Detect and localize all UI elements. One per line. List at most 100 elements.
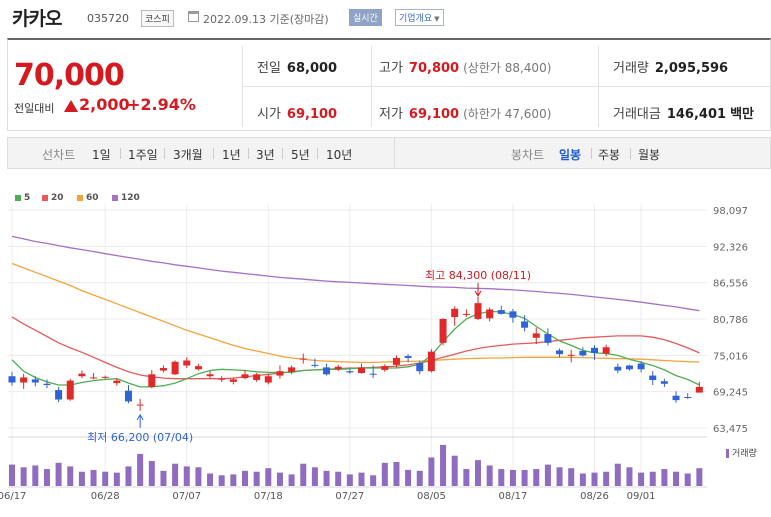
volume-bar: [405, 469, 412, 486]
candle: [299, 353, 307, 364]
candle-body: [8, 376, 16, 383]
candle: [637, 361, 645, 373]
candle-body: [183, 360, 191, 366]
candle: [171, 360, 179, 375]
x-tick-label: 08/05: [417, 491, 446, 502]
change-percent: +2.94%: [127, 95, 196, 114]
ma60-line: [11, 262, 700, 364]
divider: [242, 46, 243, 127]
volume-bar: [661, 469, 668, 486]
calendar-icon: [188, 11, 199, 22]
volume-bar: [626, 467, 633, 486]
high-annotation: 최고 84,300 (08/11): [425, 269, 531, 282]
candle: [672, 391, 680, 403]
candle: [20, 373, 28, 389]
candle: [579, 347, 587, 357]
candle-chart[interactable]: 98,097 92,326 86,556 80,786 75,016 69,245 63,4…: [0, 195, 771, 517]
legend-ma120: 120: [112, 193, 140, 203]
legend-swatch: [726, 449, 729, 458]
y-tick-label: 98,097: [713, 206, 748, 217]
company-overview-dropdown[interactable]: 기업개요 ▼: [395, 9, 444, 26]
candle-body: [521, 321, 529, 328]
open-label: 시가: [257, 107, 281, 122]
legend-ma20: 20: [42, 193, 64, 203]
tab-monthly[interactable]: 월봉: [638, 148, 661, 162]
lower-limit: (하한가 47,600): [463, 107, 552, 121]
y-tick-label: 80,786: [713, 315, 748, 326]
candle-body: [136, 404, 144, 406]
tab-weekly[interactable]: 주봉: [598, 148, 621, 162]
trade-amount: 거래대금 146,401 백만: [613, 103, 754, 122]
volume-bar: [486, 465, 493, 486]
market-badge: 코스피: [141, 10, 174, 27]
change-label: 전일대비: [14, 102, 55, 115]
legend-swatch: [42, 194, 48, 201]
candle-body: [159, 368, 167, 371]
volume-bar: [544, 464, 551, 486]
volume-bar: [696, 468, 703, 486]
candle-body: [567, 354, 575, 356]
volume-value: 2,095,596: [654, 61, 729, 76]
tab-daily[interactable]: 일봉: [559, 148, 582, 162]
tab-divider: [630, 148, 631, 159]
candle: [43, 379, 51, 389]
candle-body: [206, 374, 214, 377]
up-triangle-icon: [64, 100, 78, 112]
volume-bar: [346, 474, 353, 486]
tab-1w[interactable]: 1주일: [128, 148, 158, 162]
legend-swatch: [112, 194, 118, 201]
volume-bar: [579, 473, 586, 486]
candle-body: [369, 373, 377, 375]
candle: [276, 365, 284, 379]
candle: [556, 348, 564, 358]
y-tick-label: 69,245: [713, 388, 748, 399]
caret-down-icon: ▼: [434, 15, 440, 23]
candle-body: [637, 363, 645, 370]
candle-body: [474, 303, 482, 319]
candle-body: [486, 309, 494, 319]
candle: [194, 363, 202, 371]
volume-bar: [370, 475, 377, 486]
volume-bar: [323, 470, 330, 486]
candle: [253, 373, 261, 382]
y-tick-label: 63,475: [713, 424, 748, 435]
candle: [311, 358, 319, 368]
upper-limit: (상한가 88,400): [463, 61, 552, 75]
realtime-button[interactable]: 실시간: [349, 9, 382, 26]
candle: [241, 369, 249, 380]
low-annotation: 최저 66,200 (07/04): [87, 431, 193, 444]
volume-bar: [358, 472, 365, 486]
volume-bar: [463, 469, 470, 486]
candle-chart-label: 봉차트: [511, 148, 545, 162]
tab-divider: [213, 148, 214, 159]
tab-1y[interactable]: 1년: [222, 148, 241, 162]
volume-legend-label: 거래량: [732, 449, 757, 459]
volume-bar: [649, 471, 656, 486]
tab-divider: [248, 148, 249, 159]
chart-period-tabs: 선차트 1일 1주일 3개월 1년 3년 5년 10년 봉차트 일봉 주봉 월봉: [7, 137, 771, 169]
candle-body: [31, 379, 39, 383]
tab-5y[interactable]: 5년: [291, 148, 310, 162]
tab-1d[interactable]: 1일: [92, 148, 111, 162]
volume-label: 거래량: [613, 61, 649, 76]
volume-bar: [148, 461, 155, 486]
candle-body: [416, 362, 424, 372]
candle: [264, 373, 272, 385]
candle: [101, 375, 109, 379]
volume-bar: [195, 467, 202, 486]
candle: [392, 355, 400, 368]
y-tick-label: 75,016: [713, 351, 748, 362]
candle: [31, 376, 39, 387]
volume-bar: [9, 464, 15, 486]
candle-body: [288, 367, 296, 372]
tab-3y[interactable]: 3년: [256, 148, 275, 162]
candle-body: [171, 361, 179, 375]
tab-10y[interactable]: 10년: [326, 148, 353, 162]
low-value: 69,100: [408, 107, 460, 122]
candle-body: [148, 374, 156, 387]
candle: [55, 386, 63, 403]
volume-bar: [603, 471, 610, 486]
candle-body: [684, 396, 692, 398]
tab-divider: [282, 148, 283, 159]
tab-3m[interactable]: 3개월: [173, 148, 203, 162]
